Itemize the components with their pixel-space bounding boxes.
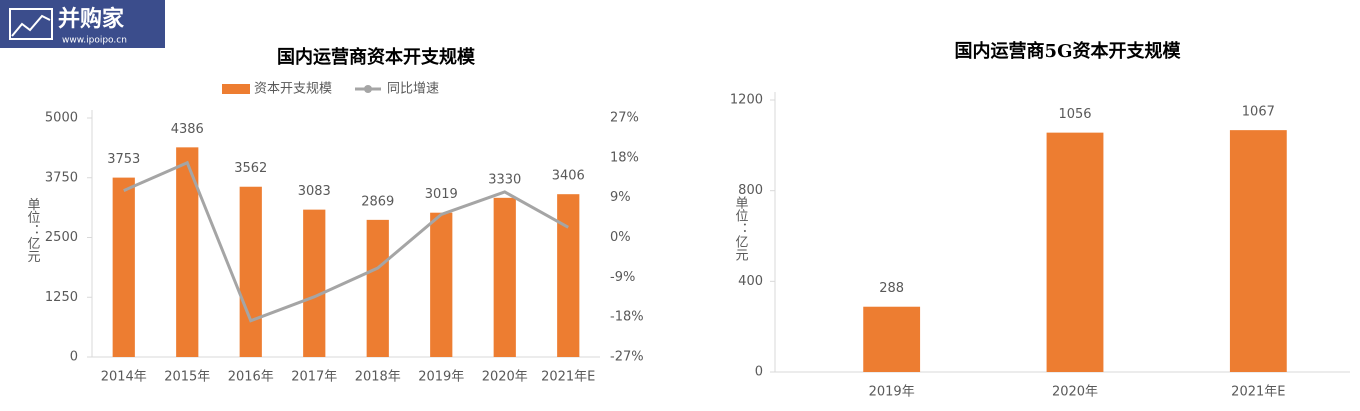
y-tick-label: 400 (738, 274, 763, 289)
value-label: 2869 (361, 194, 394, 209)
value-label: 3562 (234, 161, 267, 176)
chart-title: 国内运营商5G资本开支规模 (955, 40, 1182, 62)
value-label: 288 (879, 281, 904, 296)
x-tick-label: 2019年 (869, 385, 915, 400)
bar (557, 194, 580, 357)
y-tick-label: 5000 (45, 111, 78, 126)
bar (1229, 130, 1287, 372)
y2-tick-label: 9% (610, 190, 631, 205)
value-label: 3406 (552, 169, 585, 184)
value-label: 1056 (1058, 107, 1091, 122)
x-tick-label: 2018年 (355, 370, 401, 385)
bar (1046, 132, 1104, 372)
x-tick-label: 2015年 (164, 370, 210, 385)
x-tick-label: 2019年 (418, 370, 464, 385)
logo: 并购家 www.ipoipo.cn (0, 0, 165, 48)
bar (176, 147, 199, 357)
y2-tick-label: 0% (610, 230, 631, 245)
bar (430, 212, 453, 357)
legend-dot (364, 85, 372, 93)
legend-label: 资本开支规模 (254, 82, 332, 97)
logo-url: www.ipoipo.cn (62, 36, 127, 46)
y-tick-label: 3750 (45, 170, 78, 185)
y-tick-label: 2500 (45, 230, 78, 245)
x-tick-label: 2021年E (541, 370, 595, 385)
logo-icon-line (11, 14, 51, 37)
value-label: 3330 (488, 172, 521, 187)
value-label: 3083 (298, 184, 331, 199)
y2-tick-label: 18% (610, 150, 639, 165)
y-tick-label: 0 (755, 365, 763, 380)
bar (303, 209, 326, 357)
x-tick-label: 2020年 (482, 370, 528, 385)
y-axis-label: 单位：亿元 (25, 198, 41, 264)
y2-tick-label: 27% (610, 111, 639, 126)
x-tick-label: 2014年 (101, 370, 147, 385)
line-series (123, 160, 569, 323)
logo-title: 并购家 (58, 6, 125, 32)
value-label: 3019 (425, 187, 458, 202)
y-tick-label: 0 (70, 350, 78, 365)
bar (112, 177, 135, 357)
x-tick-label: 2020年 (1052, 385, 1098, 400)
y-tick-label: 1250 (45, 290, 78, 305)
y2-tick-label: -27% (610, 350, 644, 365)
bar (239, 186, 262, 357)
x-tick-label: 2016年 (228, 370, 274, 385)
value-label: 4386 (171, 122, 204, 137)
legend-label: 同比增速 (387, 82, 439, 97)
y2-tick-label: -18% (610, 310, 644, 325)
value-label: 3753 (107, 152, 140, 167)
bar (366, 219, 389, 357)
bar (493, 197, 516, 357)
value-label: 1067 (1242, 105, 1275, 120)
legend-swatch (222, 84, 250, 94)
y-tick-label: 800 (738, 183, 763, 198)
y2-tick-label: -9% (610, 270, 635, 285)
y-tick-label: 1200 (730, 93, 763, 108)
bar (863, 306, 921, 372)
chart-title: 国内运营商资本开支规模 (277, 46, 476, 68)
x-tick-label: 2017年 (291, 370, 337, 385)
y-axis-label: 单位：亿元 (733, 196, 749, 262)
x-tick-label: 2021年E (1231, 385, 1285, 400)
logo-icon (9, 8, 53, 40)
